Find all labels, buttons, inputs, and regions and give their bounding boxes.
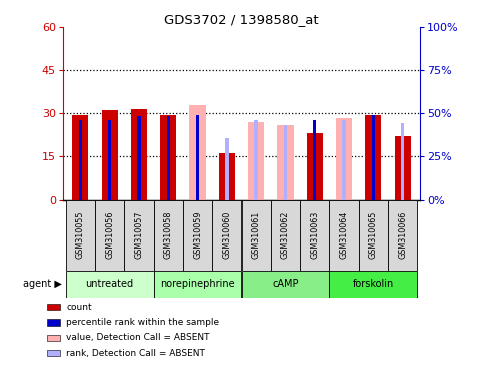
Text: percentile rank within the sample: percentile rank within the sample [66, 318, 219, 327]
Bar [47, 350, 60, 356]
Bar [79, 121, 82, 200]
Bar [255, 121, 258, 200]
Text: GSM310055: GSM310055 [76, 211, 85, 260]
Bar [72, 115, 88, 200]
Bar [124, 200, 154, 271]
Text: forskolin: forskolin [353, 279, 394, 289]
Bar [154, 271, 242, 298]
Bar [66, 271, 154, 298]
Bar [160, 115, 176, 200]
Bar [66, 200, 95, 271]
Bar [300, 200, 329, 271]
Bar [137, 116, 141, 200]
Text: GSM310059: GSM310059 [193, 211, 202, 260]
Bar [183, 200, 212, 271]
Text: cAMP: cAMP [272, 279, 298, 289]
Text: GSM310063: GSM310063 [310, 211, 319, 259]
Bar [47, 335, 60, 341]
Text: GSM310056: GSM310056 [105, 211, 114, 259]
Text: norepinephrine: norepinephrine [160, 279, 235, 289]
Text: GSM310057: GSM310057 [134, 211, 143, 260]
Bar [108, 121, 112, 200]
Bar [212, 200, 242, 271]
Bar [307, 134, 323, 200]
Bar [248, 122, 264, 200]
Bar [225, 138, 228, 200]
Title: GDS3702 / 1398580_at: GDS3702 / 1398580_at [164, 13, 319, 26]
Bar [95, 200, 124, 271]
Bar [342, 121, 346, 200]
Text: rank, Detection Call = ABSENT: rank, Detection Call = ABSENT [66, 349, 205, 358]
Bar [395, 136, 411, 200]
Bar [277, 125, 294, 200]
Text: GSM310062: GSM310062 [281, 211, 290, 259]
Text: value, Detection Call = ABSENT: value, Detection Call = ABSENT [66, 333, 210, 343]
Text: GSM310061: GSM310061 [252, 211, 261, 259]
Bar [47, 304, 60, 310]
Text: count: count [66, 303, 92, 312]
Text: untreated: untreated [85, 279, 134, 289]
Bar [219, 153, 235, 200]
Bar [47, 319, 60, 326]
Bar [313, 121, 316, 200]
Bar [242, 200, 271, 271]
Text: GSM310065: GSM310065 [369, 211, 378, 259]
Bar [329, 200, 359, 271]
Text: agent ▶: agent ▶ [23, 279, 62, 289]
Bar [154, 200, 183, 271]
Bar [336, 118, 352, 200]
Bar [359, 200, 388, 271]
Bar [167, 116, 170, 200]
Bar [242, 271, 329, 298]
Bar [329, 271, 417, 298]
Bar [101, 111, 118, 200]
Bar [401, 123, 404, 200]
Bar [189, 104, 206, 200]
Bar [196, 115, 199, 200]
Bar [131, 109, 147, 200]
Bar [365, 115, 382, 200]
Text: GSM310058: GSM310058 [164, 211, 173, 259]
Bar [371, 115, 375, 200]
Text: GSM310066: GSM310066 [398, 211, 407, 259]
Bar [284, 125, 287, 200]
Bar [388, 200, 417, 271]
Text: GSM310064: GSM310064 [340, 211, 349, 259]
Bar [271, 200, 300, 271]
Text: GSM310060: GSM310060 [222, 211, 231, 259]
